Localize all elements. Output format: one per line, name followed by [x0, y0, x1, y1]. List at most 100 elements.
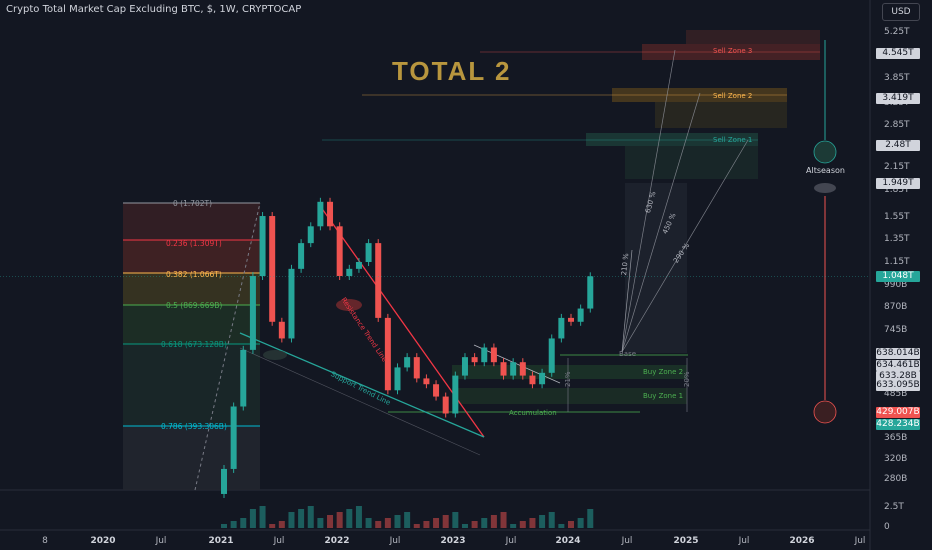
candle	[577, 308, 584, 322]
volume-bar	[355, 506, 362, 528]
resistance-touch	[336, 299, 362, 311]
sell-zone-3-label: Sell Zone 3	[713, 47, 753, 55]
candle	[529, 375, 536, 385]
volume-bar	[384, 518, 391, 528]
altseason-target	[813, 140, 837, 164]
candle	[278, 321, 285, 339]
time-label: Jul	[621, 536, 633, 546]
price-label: 990B	[884, 280, 908, 290]
fib-zone	[123, 273, 260, 305]
volume-bar	[577, 518, 584, 528]
time-label: 2024	[555, 536, 581, 546]
candle	[500, 362, 507, 376]
volume-bar	[442, 515, 449, 528]
time-label: Jul	[389, 536, 401, 546]
price-label: 745B	[884, 325, 908, 335]
volume-bar	[558, 524, 565, 528]
fib-zone	[123, 203, 260, 240]
volume-bar	[529, 518, 536, 528]
candle	[240, 349, 247, 407]
fib-zone	[123, 426, 260, 490]
candle	[346, 268, 353, 277]
candle	[288, 268, 295, 339]
price-tag: 428.234B	[876, 419, 920, 430]
volume-bar	[307, 506, 314, 528]
price-label: 1.85T	[884, 185, 910, 195]
volume-label: 0	[884, 522, 890, 532]
candle	[587, 276, 594, 309]
candle	[442, 396, 449, 414]
price-label: 1.55T	[884, 212, 910, 222]
buy-zone-1	[452, 388, 687, 404]
candle	[221, 468, 227, 494]
candle	[452, 375, 459, 414]
time-label: 2021	[208, 536, 234, 546]
candle	[423, 378, 430, 385]
volume-bar	[539, 515, 546, 528]
candle	[375, 243, 382, 318]
sell-zone-1-ext	[625, 146, 758, 179]
candle	[327, 201, 334, 227]
candle	[461, 357, 468, 376]
fan-line	[621, 139, 749, 353]
price-tag: 633.095B	[876, 380, 920, 391]
candle	[336, 226, 343, 277]
fan-line	[621, 49, 676, 353]
candle	[259, 216, 266, 277]
candle	[519, 362, 526, 376]
fan-line	[621, 249, 633, 353]
volume-label: 2.5T	[884, 502, 904, 512]
altseason-marker	[814, 183, 836, 193]
candle	[510, 362, 517, 376]
time-label: 2022	[324, 536, 350, 546]
price-label: 870B	[884, 302, 908, 312]
fib-label: 0.618 (673.128B)	[161, 340, 227, 349]
volume-bar	[519, 521, 526, 528]
candle	[269, 216, 276, 322]
candle	[394, 367, 401, 391]
time-label: 2020	[90, 536, 116, 546]
candle	[355, 262, 362, 269]
volume-bar	[221, 524, 227, 528]
time-label: 2023	[440, 536, 466, 546]
price-tag: 3.419T	[876, 93, 920, 104]
symbol-title: Crypto Total Market Cap Excluding BTC, $…	[6, 4, 302, 15]
candle	[307, 226, 314, 244]
volume-bar	[423, 521, 430, 528]
volume-bar	[249, 509, 256, 528]
price-label: 2.85T	[884, 120, 910, 130]
volume-bar	[413, 524, 420, 528]
volume-bar	[346, 509, 353, 528]
fan-line	[621, 92, 701, 353]
altseason-label: Altseason	[806, 166, 845, 175]
volume-bar	[461, 524, 468, 528]
volume-bar	[259, 506, 266, 528]
price-label: 485B	[884, 389, 908, 399]
currency-button[interactable]: USD	[882, 3, 920, 21]
pct-right-label: 20%	[683, 371, 691, 387]
price-label: 2.15T	[884, 162, 910, 172]
price-tag: 634.461B	[876, 360, 920, 371]
price-label: 365B	[884, 433, 908, 443]
price-tag: 429.007B	[876, 407, 920, 418]
volume-bar	[278, 521, 285, 528]
fib-zone	[123, 344, 260, 426]
current-price-tag: 1.048T	[876, 271, 920, 282]
price-label: 3.85T	[884, 73, 910, 83]
sell-zone-2-ext	[655, 102, 787, 128]
altseason-base	[813, 400, 837, 424]
candle	[558, 317, 565, 339]
volume-bar	[568, 521, 574, 528]
support-parallel	[239, 347, 481, 456]
volume-bar	[394, 515, 401, 528]
time-label: 2026	[789, 536, 815, 546]
support-trend-line	[239, 332, 485, 438]
volume-bar	[500, 512, 507, 528]
time-label: Jul	[505, 536, 517, 546]
volume-bar	[481, 518, 488, 528]
time-label: 2025	[673, 536, 699, 546]
volume-bar	[240, 518, 247, 528]
buy-zone-1-label: Buy Zone 1	[643, 392, 684, 400]
volume-bar	[471, 521, 478, 528]
